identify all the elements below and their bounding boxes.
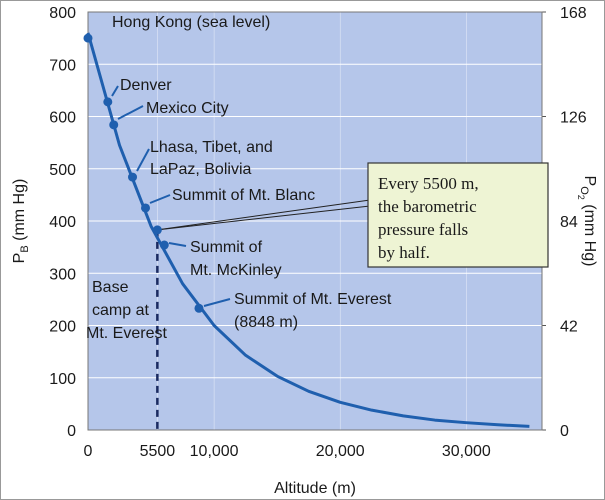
x-axis-title: Altitude (m): [274, 480, 356, 497]
y-tick-label: 200: [49, 319, 76, 336]
point-label: (8848 m): [234, 314, 298, 331]
y-axis-title: PB (mm Hg): [11, 179, 31, 264]
callout-box: [367, 162, 549, 268]
label-leader: [136, 148, 150, 172]
y2-axis-title: PO2 (mm Hg): [576, 176, 598, 267]
y2-tick-label: 84: [560, 214, 578, 231]
point-label: Base: [92, 279, 129, 296]
point-label: Mt. Everest: [86, 325, 167, 342]
point: [194, 303, 204, 313]
x-tick-label: 30,000: [442, 443, 491, 460]
label-leader: [203, 298, 231, 307]
y2-tick-label: 0: [560, 423, 569, 440]
y2-axis-title-part: O: [578, 186, 590, 195]
label-leader: [149, 194, 171, 204]
y2-axis-title-part: P: [581, 176, 598, 187]
y-tick-label: 300: [49, 266, 76, 283]
y-tick-label: 0: [67, 423, 76, 440]
point-label: Lhasa, Tibet, and: [150, 139, 273, 156]
point-label: Hong Kong (sea level): [112, 14, 270, 31]
callout-text: by half.: [378, 243, 430, 262]
point: [152, 225, 162, 235]
point-label: Mt. McKinley: [190, 262, 282, 279]
y2-tick-label: 42: [560, 319, 578, 336]
point-label: Summit of Mt. Blanc: [172, 187, 315, 204]
y2-axis-title-part: 2: [576, 195, 586, 200]
point: [109, 120, 119, 130]
y-axis-title-part: B: [19, 245, 31, 252]
y-axis-title-part: (mm Hg): [11, 179, 28, 246]
callout-leader: [157, 205, 371, 231]
x-tick-label: 20,000: [316, 443, 365, 460]
y-axis-title-part: P: [11, 253, 28, 264]
callout-text: pressure falls: [378, 220, 468, 239]
callout-leader: [157, 199, 371, 231]
point-label: Summit of: [190, 239, 263, 256]
point-label: Denver: [120, 77, 172, 94]
x-tick-label: 0: [84, 443, 93, 460]
y-tick-label: 500: [49, 162, 76, 179]
point-label: LaPaz, Bolivia: [150, 161, 251, 178]
callout-text: the barometric: [378, 197, 477, 216]
y2-tick-label: 168: [560, 5, 587, 22]
point-label: Summit of Mt. Everest: [234, 291, 392, 308]
point: [141, 203, 151, 213]
label-leader: [111, 85, 119, 97]
y-tick-label: 400: [49, 214, 76, 231]
point: [83, 33, 93, 43]
y-tick-label: 800: [49, 5, 76, 22]
y-tick-label: 600: [49, 110, 76, 127]
y2-tick-label: 126: [560, 110, 587, 127]
y2-axis-title-part: (mm Hg): [581, 200, 598, 267]
point: [103, 97, 113, 107]
x-tick-label: 5500: [140, 443, 176, 460]
label-leader: [168, 242, 187, 247]
callout-text: Every 5500 m,: [378, 174, 479, 193]
point-label: camp at: [92, 302, 149, 319]
point-label: Mexico City: [146, 100, 229, 117]
y-tick-label: 700: [49, 57, 76, 74]
label-leader: [117, 105, 144, 120]
point: [159, 240, 169, 250]
y-tick-label: 100: [49, 371, 76, 388]
x-tick-label: 10,000: [190, 443, 239, 460]
point: [128, 172, 138, 182]
